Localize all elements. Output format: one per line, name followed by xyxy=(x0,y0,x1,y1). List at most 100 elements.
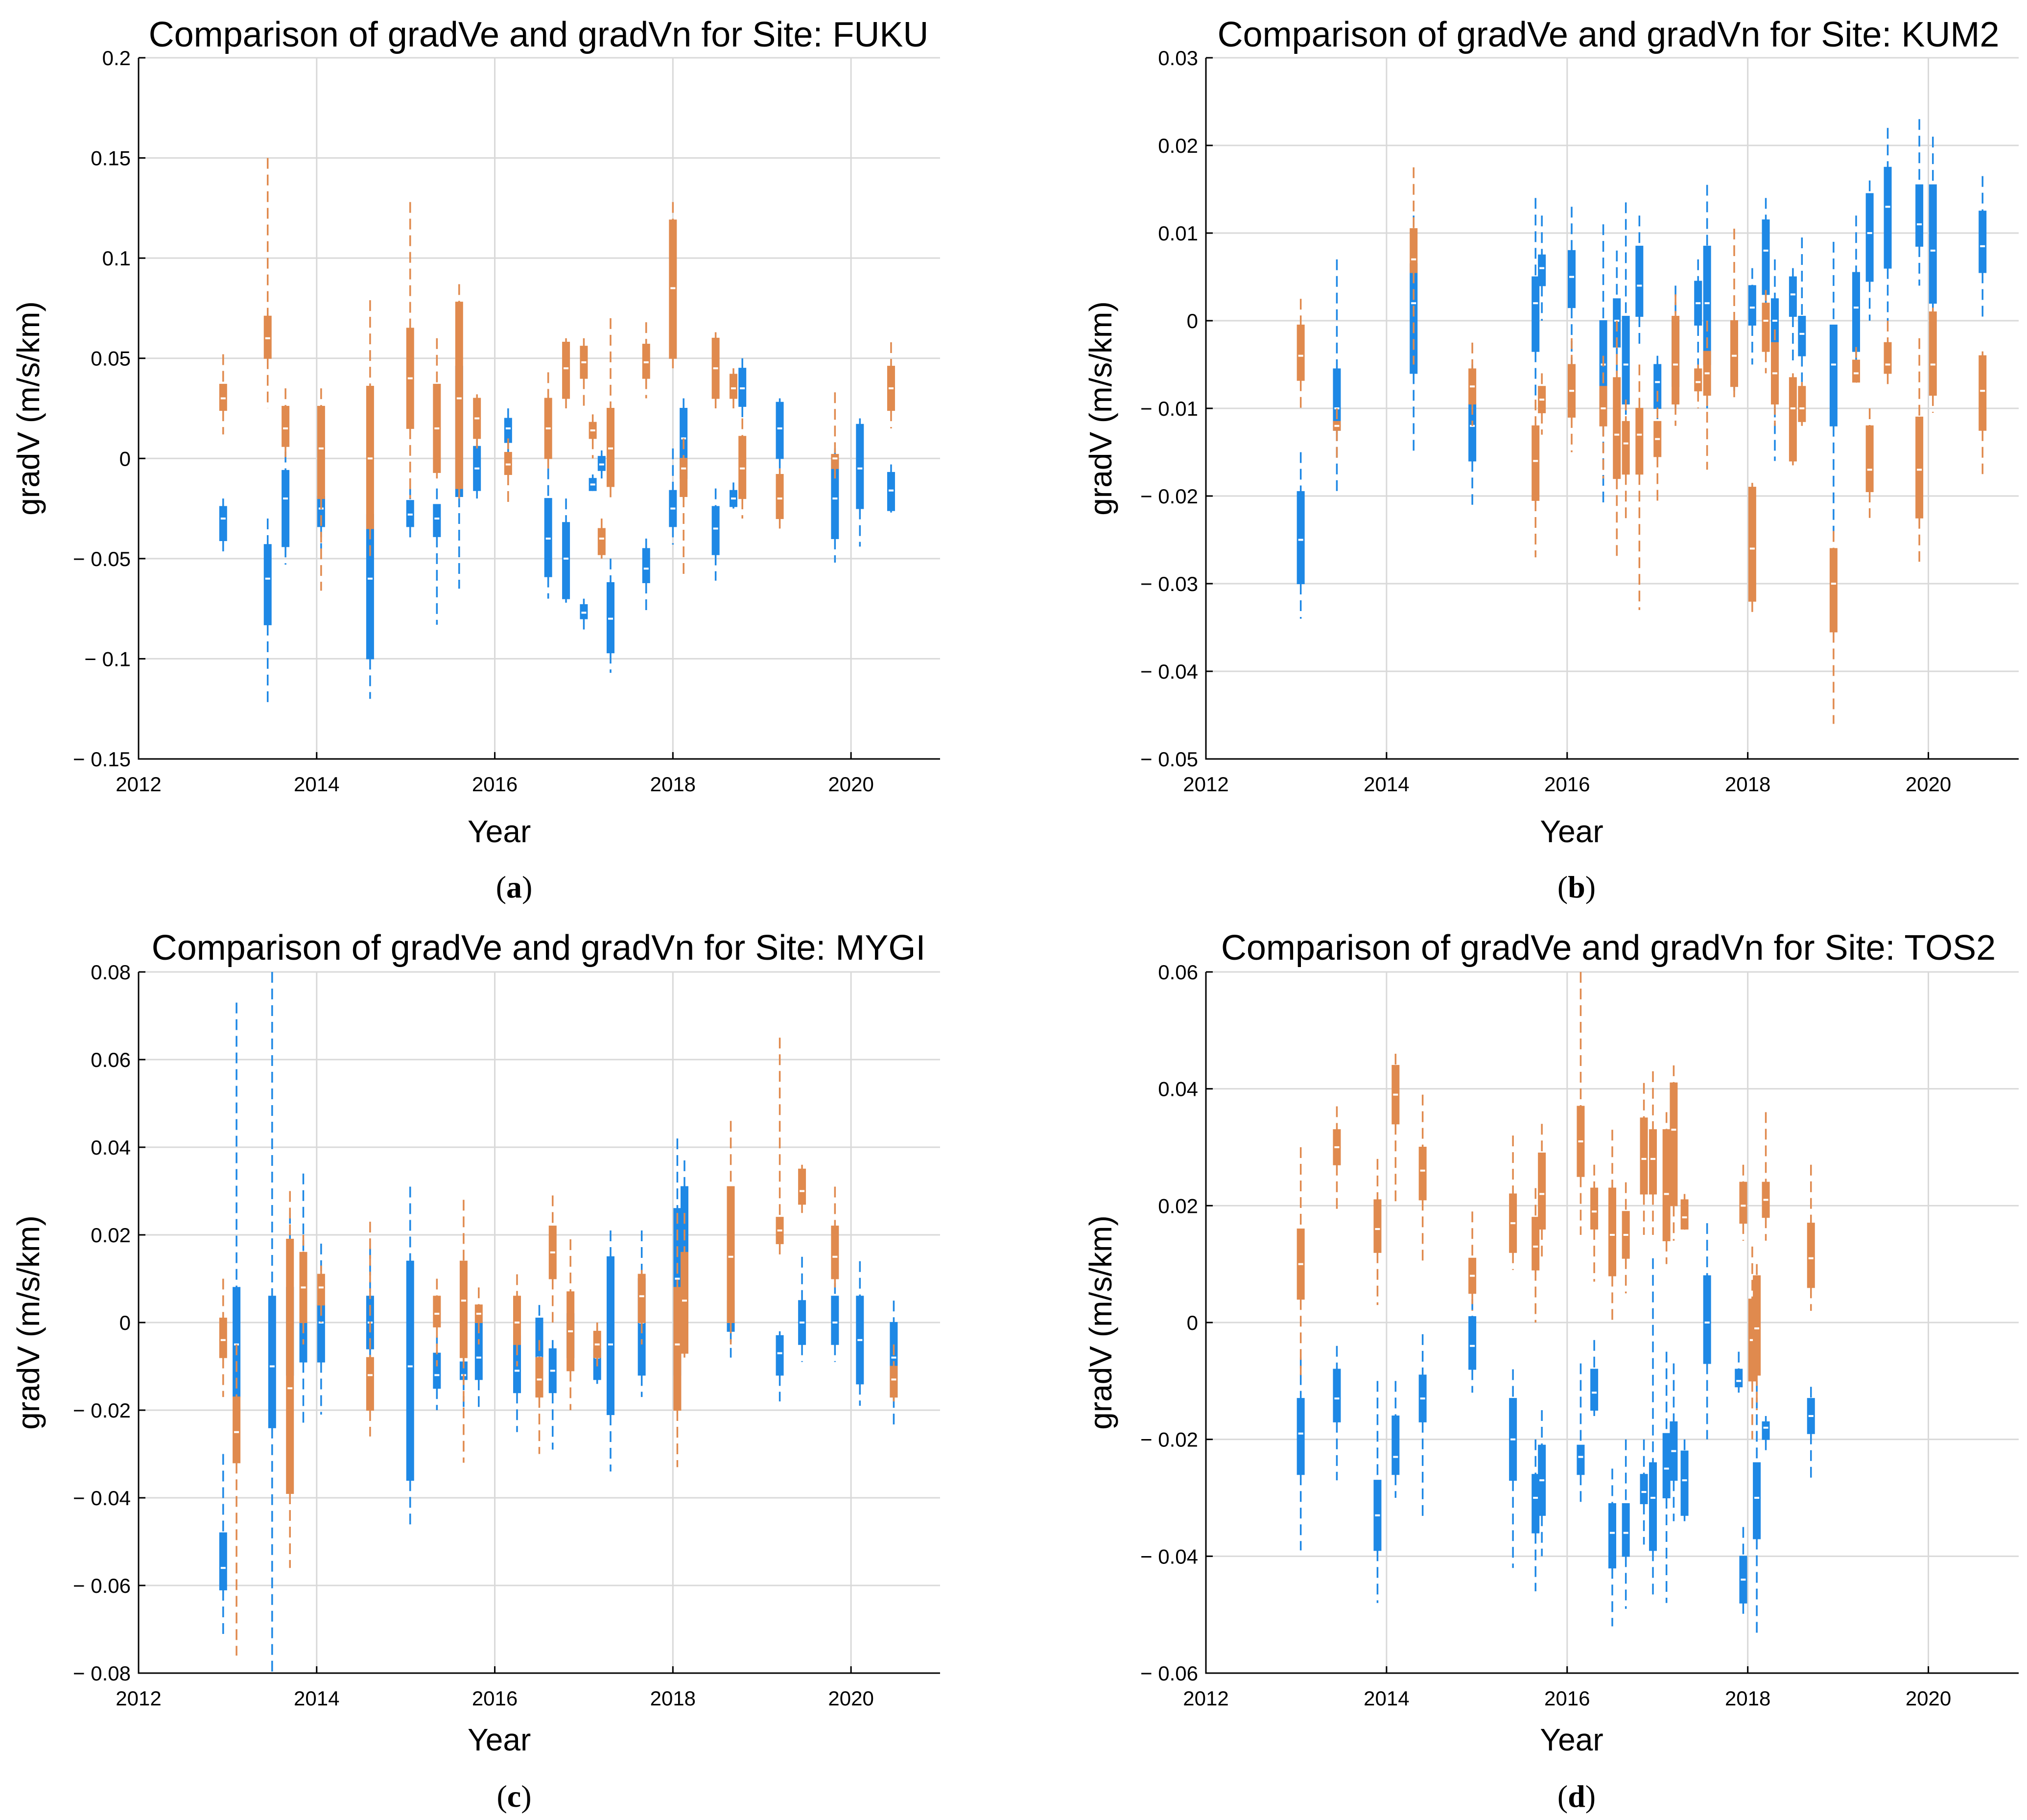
box-body xyxy=(1730,320,1738,387)
box-gradVn xyxy=(637,1270,646,1345)
x-tick-label: 2016 xyxy=(472,773,518,796)
box-body xyxy=(219,506,227,542)
x-tick-label: 2016 xyxy=(472,1687,518,1710)
box-body xyxy=(1296,324,1305,381)
box-body xyxy=(669,219,677,359)
box-body xyxy=(1680,1199,1689,1230)
box-body xyxy=(776,402,784,459)
box-body xyxy=(1410,228,1418,273)
box-gradVe xyxy=(317,478,325,549)
box-body xyxy=(406,500,414,527)
box-gradVn xyxy=(1662,1112,1671,1264)
box-gradVn xyxy=(580,338,588,408)
box-body xyxy=(263,544,272,625)
box-gradVn xyxy=(1410,167,1418,365)
box-gradVn xyxy=(776,468,784,529)
box-gradVn xyxy=(669,202,677,369)
box-gradVe xyxy=(544,468,552,599)
box-gradVn xyxy=(642,322,650,399)
box-body xyxy=(562,522,570,599)
box-gradVn xyxy=(317,1265,325,1323)
box-gradVn xyxy=(1730,229,1738,400)
box-gradVe xyxy=(1865,180,1874,321)
box-gradVe xyxy=(504,408,512,469)
y-tick-label: − 0.1 xyxy=(84,647,131,670)
box-body xyxy=(607,408,615,487)
box-gradVe xyxy=(798,1256,806,1362)
box-body xyxy=(1789,377,1797,462)
box-gradVn xyxy=(513,1274,521,1367)
box-gradVe xyxy=(1753,1381,1761,1638)
box-gradVn xyxy=(1599,355,1607,479)
box-gradVn xyxy=(798,1164,806,1213)
box-gradVe xyxy=(607,1230,615,1472)
box-body xyxy=(1762,219,1770,295)
y-tick-label: 0.04 xyxy=(91,1136,131,1159)
box-gradVe xyxy=(1538,1410,1546,1557)
box-gradVn xyxy=(673,1213,682,1467)
y-tick-label: − 0.03 xyxy=(1140,572,1198,595)
panel-caption-letter: a xyxy=(506,870,522,904)
box-gradVe xyxy=(711,488,720,581)
box-body xyxy=(1468,1316,1477,1370)
box-body xyxy=(1865,193,1874,282)
box-body xyxy=(1538,254,1546,286)
box-gradVn xyxy=(727,1121,735,1345)
box-body xyxy=(680,458,688,497)
box-gradVn xyxy=(406,202,414,499)
box-gradVn xyxy=(1577,972,1585,1235)
box-gradVe xyxy=(856,1261,864,1406)
box-gradVe xyxy=(1680,1439,1689,1521)
box-body xyxy=(1608,1187,1616,1276)
y-tick-label: − 0.08 xyxy=(73,1662,131,1685)
box-gradVn xyxy=(831,1186,839,1288)
y-tick-label: − 0.15 xyxy=(73,748,131,771)
box-body xyxy=(597,528,606,555)
box-body xyxy=(642,344,650,379)
panel-caption-letter: b xyxy=(1568,870,1585,904)
box-body xyxy=(1829,548,1838,633)
x-axis-label: Year xyxy=(1540,814,1603,849)
panel-caption: (d) xyxy=(1557,1779,1596,1814)
box-gradVe xyxy=(776,1331,784,1402)
box-body xyxy=(1635,408,1644,475)
box-gradVn xyxy=(730,368,738,408)
box-gradVn xyxy=(286,1191,294,1568)
box-body xyxy=(1608,1503,1616,1569)
box-body xyxy=(433,1352,441,1389)
box-body xyxy=(1798,316,1806,356)
box-body xyxy=(1748,285,1756,326)
box-gradVe xyxy=(1333,1346,1341,1481)
box-body xyxy=(544,498,552,577)
box-gradVe xyxy=(1703,1223,1711,1440)
panel-caption-letter: c xyxy=(507,1779,521,1814)
y-tick-label: 0 xyxy=(119,447,131,470)
box-body xyxy=(738,368,747,407)
box-gradVe xyxy=(1762,198,1770,321)
box-gradVn xyxy=(1852,347,1860,383)
box-body xyxy=(1532,1474,1540,1534)
box-gradVn xyxy=(1373,1158,1382,1305)
box-gradVn xyxy=(1929,307,1937,413)
box-body xyxy=(1590,1187,1599,1230)
box-gradVn xyxy=(504,438,512,507)
box-gradVn xyxy=(1762,1112,1770,1241)
box-body xyxy=(1622,421,1630,475)
box-body xyxy=(433,1296,441,1327)
box-body xyxy=(1538,1152,1546,1230)
box-gradVe xyxy=(1391,1381,1400,1498)
box-gradVn xyxy=(1538,1124,1546,1258)
box-body xyxy=(738,436,747,499)
box-gradVn xyxy=(1635,364,1644,610)
box-body xyxy=(1640,1474,1648,1504)
box-gradVn xyxy=(366,1222,374,1437)
box-gradVn xyxy=(433,338,441,479)
box-gradVn xyxy=(1739,1164,1747,1241)
y-tick-label: − 0.06 xyxy=(73,1574,131,1597)
box-body xyxy=(580,604,588,619)
box-gradVn xyxy=(887,342,895,428)
box-gradVn xyxy=(1622,400,1630,522)
box-body xyxy=(1753,1275,1761,1376)
box-body xyxy=(1884,342,1892,374)
y-tick-label: − 0.05 xyxy=(73,547,131,570)
